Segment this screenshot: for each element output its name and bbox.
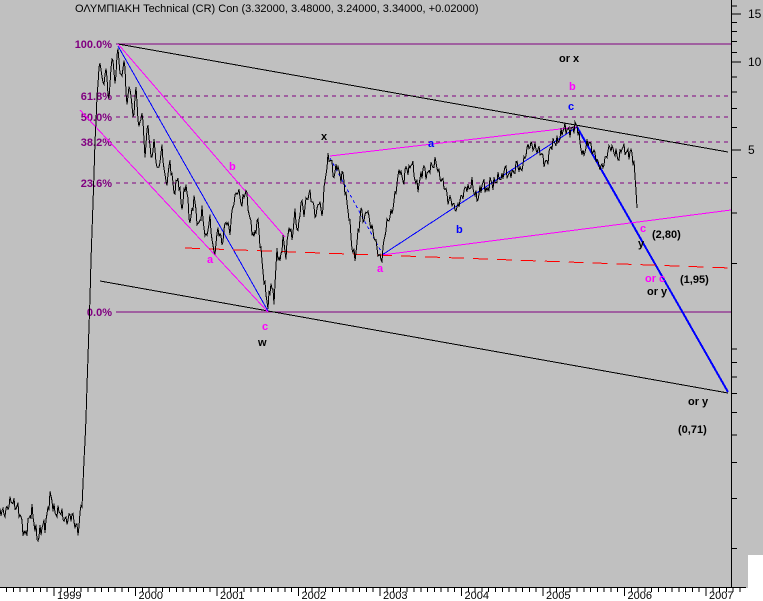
wave-label-y: y (638, 238, 645, 250)
axis-band (0, 588, 763, 601)
trend-line-upper-resistance-black (117, 43, 729, 153)
wave-label--1-95-: (1,95) (680, 274, 709, 286)
chart-title: ΟΛΥΜΠΙΑΚΗ Technical (CR) Con (3.32000, 3… (75, 3, 479, 15)
y-axis-label-15: 15 (748, 7, 762, 21)
trend-line-lower-support-black (99, 280, 729, 394)
wave-label-a: a (377, 263, 384, 275)
fib-label: 23.6% (81, 178, 112, 190)
fib-label: 100.0% (75, 39, 113, 51)
trend-line-x-to-a-blue-dotted (329, 157, 383, 254)
x-axis-label-2005: 2005 (546, 590, 570, 601)
x-axis-label-2003: 2003 (383, 590, 407, 601)
x-axis-label-2006: 2006 (628, 590, 652, 601)
trend-line-peak-to-w-blue (117, 45, 269, 312)
wave-label-c: c (568, 101, 574, 113)
wave-label-b: b (569, 81, 576, 93)
wave-label-b: b (456, 224, 463, 236)
wave-label-or-c: or c (645, 273, 665, 285)
wave-label-b: b (229, 161, 236, 173)
wave-label--0-71-: (0,71) (678, 424, 707, 436)
trend-line-channel-magenta-right (117, 43, 286, 238)
trend-line-c-peak-projection-blue (576, 126, 729, 393)
corner-blank (748, 555, 763, 601)
wave-label-or-y: or y (688, 396, 709, 408)
wave-label-c: c (640, 223, 646, 235)
trend-line-x-to-c-peak-magenta (329, 126, 578, 157)
wave-label-w: w (257, 337, 267, 349)
wave-label--2-80-: (2,80) (652, 229, 681, 241)
wave-label-c: c (262, 321, 268, 333)
wave-label-or-y: or y (647, 286, 668, 298)
fib-label: 0.0% (87, 307, 112, 319)
x-axis-label-2001: 2001 (220, 590, 244, 601)
y-axis-label-5: 5 (748, 143, 755, 157)
x-axis-label-2000: 2000 (139, 590, 163, 601)
x-axis-label-1999: 1999 (57, 590, 81, 601)
x-axis-label-2004: 2004 (465, 590, 489, 601)
trend-line-support-red-dashed (184, 247, 732, 269)
trend-line-channel-magenta-left (79, 109, 269, 313)
x-axis-label-2007: 2007 (709, 590, 733, 601)
wave-label-a: a (207, 254, 214, 266)
price-series (0, 48, 638, 542)
fib-label: 38.2% (81, 137, 112, 149)
x-axis-label-2002: 2002 (302, 590, 326, 601)
wave-label-or-x: or x (559, 53, 580, 65)
wave-label-a: a (428, 138, 435, 150)
trend-line-a-projection-magenta (381, 209, 732, 256)
wave-label-x: x (321, 131, 328, 143)
y-axis-label-10: 10 (748, 55, 762, 69)
